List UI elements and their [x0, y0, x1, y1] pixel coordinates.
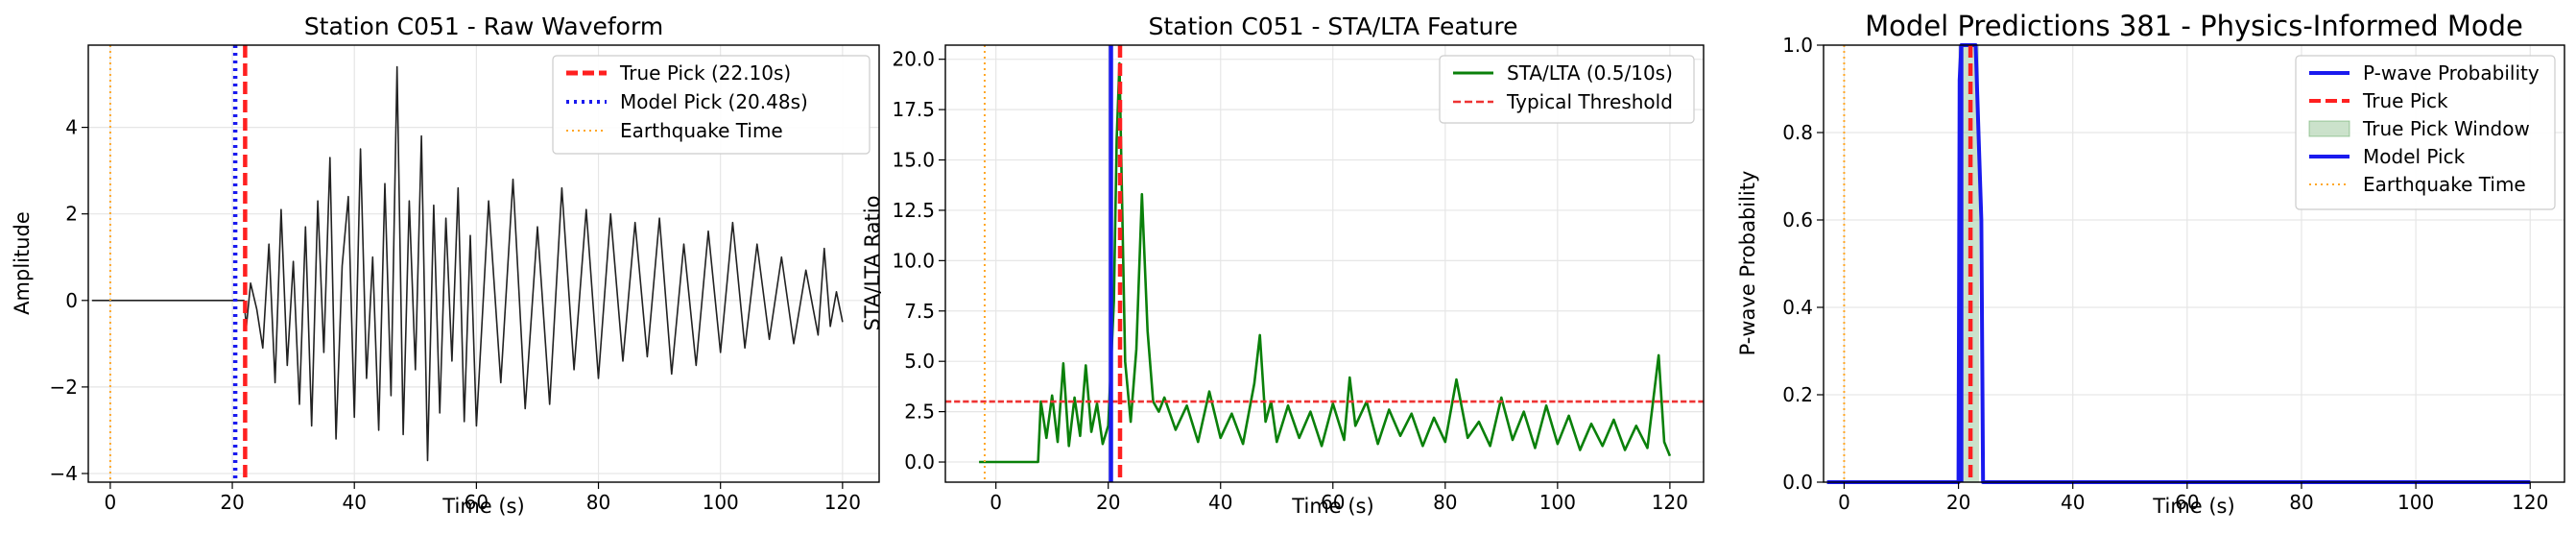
legend-label: True Pick: [2362, 89, 2448, 112]
y-axis-label: Amplitude: [11, 211, 34, 315]
legend-box: [1439, 55, 1695, 124]
y-tick-label: 0: [65, 289, 78, 312]
y-axis-label: P-wave Probability: [1736, 171, 1759, 356]
x-tick-label: 60: [465, 491, 489, 514]
plot-frame: [1823, 44, 2565, 483]
y-tick-label: 0.8: [1782, 121, 1813, 144]
x-tick-label: 80: [1433, 491, 1457, 514]
y-tick-label: −4: [50, 462, 78, 485]
y-tick-label: 7.5: [904, 300, 935, 323]
x-tick-label: 60: [2175, 491, 2199, 514]
x-tick-label: 0: [1838, 491, 1850, 514]
chart-title: Station C051 - Raw Waveform: [304, 12, 663, 40]
x-tick-label: 80: [586, 491, 610, 514]
x-tick-label: 40: [342, 491, 366, 514]
legend-box: [552, 55, 871, 155]
y-tick-label: 0.0: [904, 450, 935, 474]
x-tick-label: 0: [990, 491, 1002, 514]
x-axis-label: Time (s): [1291, 495, 1373, 518]
x-tick-label: 20: [220, 491, 244, 514]
y-tick-label: 5.0: [904, 350, 935, 373]
legend-swatch-true-pick-window: [2308, 120, 2350, 137]
x-axis-label: Time (s): [441, 495, 524, 518]
legend-label: Typical Threshold: [1506, 90, 1673, 113]
x-tick-label: 120: [1652, 491, 1688, 514]
legend-label: Earthquake Time: [2363, 173, 2526, 196]
legend-label: STA/LTA (0.5/10s): [1507, 61, 1673, 85]
x-tick-label: 0: [105, 491, 117, 514]
x-tick-label: 40: [1208, 491, 1232, 514]
x-tick-label: 120: [2512, 491, 2548, 514]
y-tick-label: 4: [65, 116, 78, 139]
y-ticks: −4 −2 0 2 4: [50, 116, 88, 485]
legend-label: P-wave Probability: [2363, 61, 2540, 85]
legend-label: Model Pick (20.48s): [620, 90, 808, 113]
legend: STA/LTA (0.5/10s) Typical Threshold: [1439, 55, 1695, 124]
span-true-pick-window: [1962, 45, 1980, 482]
y-tick-label: 2.5: [904, 401, 935, 424]
y-tick-label: −2: [50, 376, 78, 399]
legend-label: Earthquake Time: [620, 119, 783, 142]
y-tick-label: 2: [65, 203, 78, 226]
y-tick-label: 0.2: [1782, 383, 1813, 406]
x-tick-label: 100: [1539, 491, 1576, 514]
legend: P-wave Probability True Pick True Pick W…: [2295, 55, 2556, 210]
x-tick-label: 120: [824, 491, 861, 514]
y-axis-label: STA/LTA Ratio: [861, 196, 884, 331]
legend-label: Model Pick: [2363, 145, 2466, 168]
panel-model-predictions: Model Predictions 381 - Physics-Informed…: [1736, 10, 2565, 518]
x-tick-label: 20: [1096, 491, 1120, 514]
data-layer: [91, 45, 844, 482]
legend-box: [2295, 55, 2556, 210]
chart-title: Station C051 - STA/LTA Feature: [1149, 12, 1518, 40]
grid: [945, 45, 1704, 482]
y-tick-label: 1.0: [1782, 34, 1813, 57]
x-tick-label: 40: [2061, 491, 2085, 514]
plot-frame: [87, 44, 880, 483]
y-ticks: 0.0 2.5 5.0 7.5 10.0 12.5 15.0 17.5 20.0: [892, 48, 945, 474]
x-ticks: 0 20 40 60 80 100 120: [990, 482, 1688, 514]
legend: True Pick (22.10s) Model Pick (20.48s) E…: [552, 55, 871, 155]
y-tick-label: 15.0: [892, 149, 935, 172]
plot-frame: [944, 44, 1705, 483]
legend-label: True Pick (22.10s): [619, 61, 791, 85]
x-ticks: 0 20 40 60 80 100 120: [105, 482, 861, 514]
x-axis-label: Time (s): [2152, 495, 2234, 518]
legend-label: True Pick Window: [2362, 117, 2530, 140]
panel-sta-lta: Station C051 - STA/LTA Feature Time (s) …: [861, 12, 1705, 518]
x-tick-label: 100: [2397, 491, 2434, 514]
x-tick-label: 100: [703, 491, 739, 514]
y-tick-label: 0.6: [1782, 208, 1813, 231]
y-tick-label: 12.5: [892, 199, 935, 222]
series-line: [91, 65, 844, 462]
chart-title: Model Predictions 381 - Physics-Informed…: [1865, 10, 2523, 42]
x-tick-label: 60: [1321, 491, 1345, 514]
y-tick-label: 20.0: [892, 48, 935, 71]
y-ticks: 0.0 0.2 0.4 0.6 0.8 1.0: [1782, 34, 1824, 494]
x-ticks: 0 20 40 60 80 100 120: [1838, 482, 2548, 514]
data-layer: [945, 45, 1704, 482]
y-tick-label: 0.0: [1782, 471, 1813, 494]
y-tick-label: 10.0: [892, 249, 935, 272]
y-tick-label: 0.4: [1782, 296, 1813, 319]
series-line: [979, 61, 1672, 464]
panel-raw-waveform: Station C051 - Raw Waveform Time (s) Amp…: [11, 12, 880, 518]
x-tick-label: 80: [2289, 491, 2313, 514]
y-tick-label: 17.5: [892, 98, 935, 121]
x-tick-label: 20: [1946, 491, 1970, 514]
